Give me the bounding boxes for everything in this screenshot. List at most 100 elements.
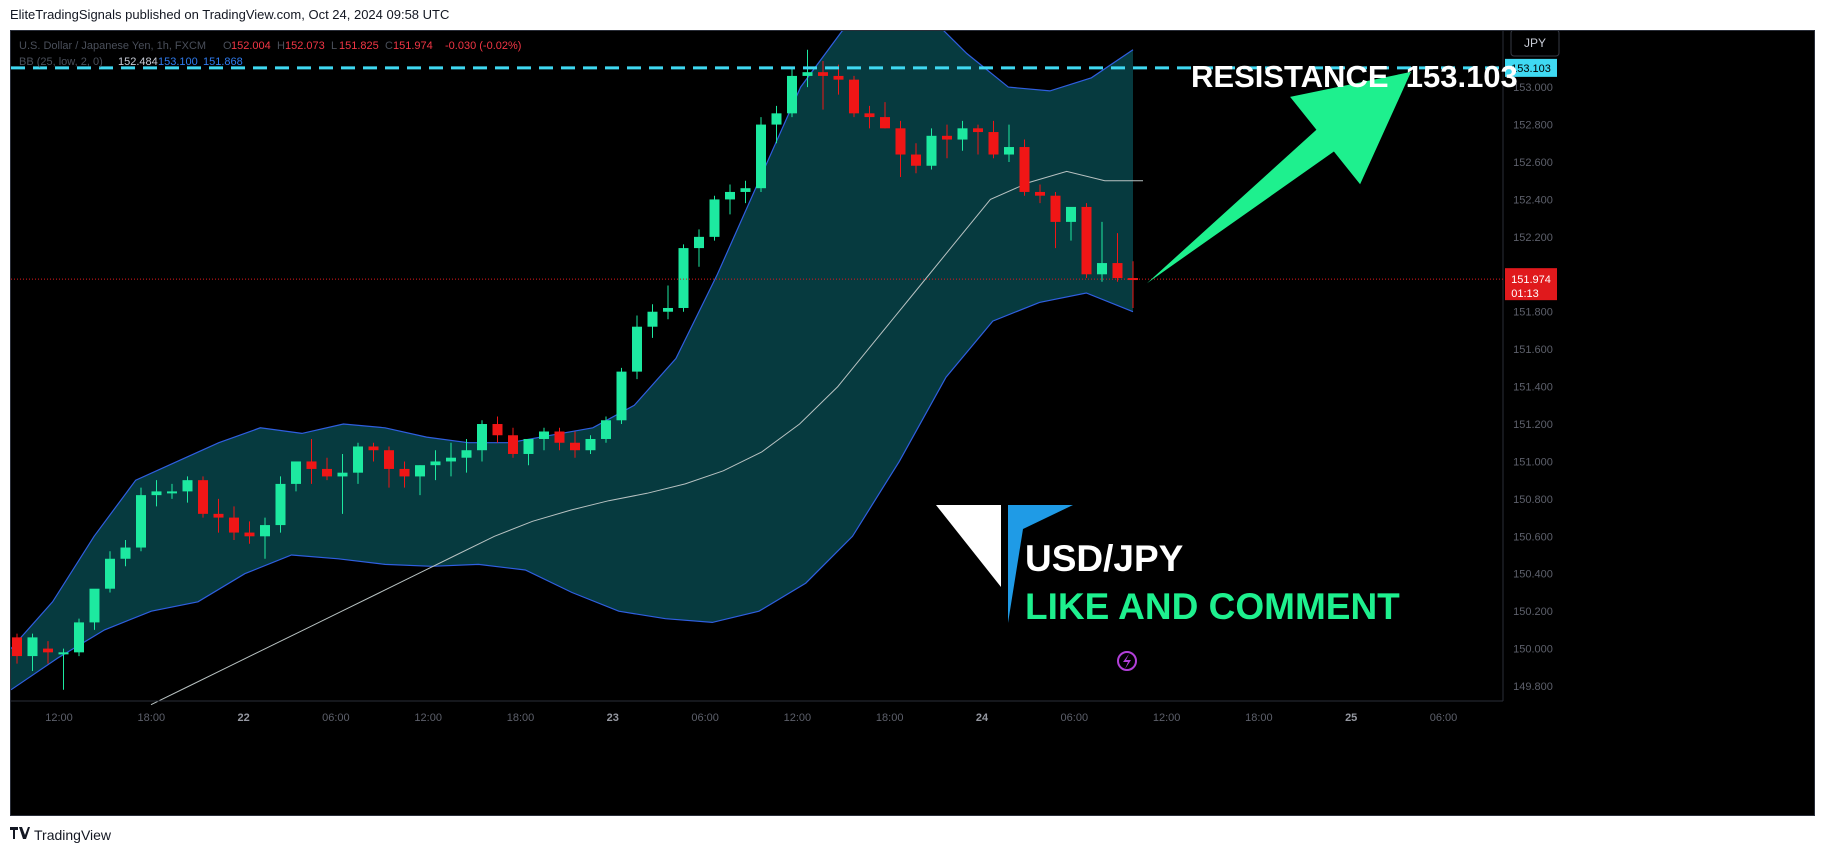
candle-up: [787, 75, 797, 114]
bb-basis-value: 152.484: [118, 56, 158, 68]
candle-down: [508, 435, 518, 454]
time-tick-label: 12:00: [1153, 712, 1181, 724]
lightning-badge-icon: [1117, 651, 1137, 671]
candle-down: [895, 128, 906, 155]
candle-down: [880, 117, 890, 129]
time-tick-label: 06:00: [322, 712, 350, 724]
candle-up: [632, 326, 642, 372]
bb-legend-label[interactable]: BB (25, low, 2, 0): [19, 56, 103, 68]
price-tick-label: 150.200: [1513, 606, 1553, 618]
resistance-annotation: RESISTANCE 153.103: [1191, 59, 1518, 94]
candle-up: [291, 461, 301, 484]
candle-up: [415, 465, 425, 477]
price-tick-label: 150.800: [1513, 494, 1553, 506]
price-tick-label: 151.400: [1513, 382, 1553, 394]
candle-down: [942, 135, 952, 140]
candle-up: [430, 461, 441, 466]
candle-down: [1081, 206, 1092, 275]
ohlc-value: 151.974: [393, 40, 433, 52]
bollinger-bands: [11, 31, 1143, 706]
time-tick-label: 06:00: [1430, 712, 1458, 724]
candle-down: [864, 113, 875, 118]
candle-up: [601, 420, 611, 439]
change-value: -0.030 (-0.02%): [445, 40, 521, 52]
ohlc-value: 152.004: [231, 40, 271, 52]
candle-down: [368, 446, 379, 451]
candle-up: [74, 622, 84, 653]
candle-up: [120, 547, 131, 559]
candle-up: [709, 199, 720, 237]
candle-down: [570, 442, 580, 451]
bb-lower-value: 151.868: [203, 56, 243, 68]
candle-down: [988, 132, 999, 155]
candle-down: [492, 424, 503, 436]
price-tick-label: 152.200: [1513, 232, 1553, 244]
time-tick-label: 18:00: [507, 712, 535, 724]
candle-up: [725, 191, 735, 200]
candle-down: [229, 517, 239, 533]
ohlc-value: 152.073: [285, 40, 325, 52]
candle-down: [198, 480, 208, 514]
ohlc-key: L: [331, 40, 337, 52]
published-caption: EliteTradingSignals published on Trading…: [10, 7, 450, 22]
ohlc-key: H: [277, 40, 285, 52]
resistance-price-tag: 153.103: [1505, 58, 1557, 77]
candle-down: [213, 513, 224, 518]
candlestick-chart[interactable]: 153.000 152.800 152.600 152.400 152.200 152.0…: [11, 31, 1815, 816]
ohlc-key: O: [223, 40, 232, 52]
candle-up: [663, 307, 673, 312]
currency-button[interactable]: [1510, 31, 1560, 57]
chart-pane[interactable]: 153.000 152.800 152.600 152.400 152.200 152.0…: [10, 30, 1815, 816]
candle-up: [523, 438, 534, 454]
lightning-badge-ring: [1117, 651, 1137, 671]
candle-up: [585, 438, 596, 451]
time-tick-label: 25: [1345, 712, 1357, 724]
candle-up: [694, 236, 704, 249]
bb-upper-value: 153.100: [158, 56, 198, 68]
price-tick-label: 149.800: [1513, 681, 1553, 693]
candle-up: [151, 491, 162, 496]
countdown-tag-label: 01:13: [1511, 288, 1539, 300]
time-tick-label: 22: [237, 712, 249, 724]
footer: TradingView: [10, 826, 111, 844]
time-tick-label: 06:00: [691, 712, 719, 724]
lower-band-line: [11, 292, 1134, 691]
symbol-legend[interactable]: U.S. Dollar / Japanese Yen, 1h, FXCM: [19, 40, 206, 52]
candle-up: [27, 637, 38, 657]
last-price-tag-bg: [1505, 268, 1557, 301]
candle-up: [1097, 263, 1107, 275]
candle-up: [539, 431, 549, 439]
candle-up: [260, 525, 270, 537]
candle-down: [399, 468, 410, 477]
candle-down: [833, 75, 844, 80]
time-tick-label: 24: [976, 712, 989, 724]
candles: [12, 49, 1138, 690]
candle-down: [43, 648, 53, 653]
footer-brand[interactable]: TradingView: [34, 827, 112, 843]
candle-up: [105, 558, 115, 589]
candle-up: [89, 588, 100, 623]
time-tick-label: 12:00: [784, 712, 812, 724]
candle-down: [322, 468, 332, 477]
time-tick-label: 18:00: [138, 712, 166, 724]
candle-down: [818, 72, 828, 76]
candle-up: [957, 128, 968, 140]
last-price-tag-label: 151.974: [1511, 274, 1551, 286]
lightning-glyph: [1123, 654, 1131, 669]
price-tick-label: 151.000: [1513, 456, 1553, 468]
up-arrow-icon: [1147, 71, 1411, 284]
price-tick-label: 152.800: [1513, 120, 1553, 132]
time-tick-label: 18:00: [1245, 712, 1273, 724]
candle-up: [353, 446, 363, 473]
ohlc-value: 151.825: [339, 40, 379, 52]
pair-annotation: USD/JPY: [1025, 538, 1184, 579]
candle-up: [926, 135, 937, 166]
price-tick-label: 151.200: [1513, 419, 1553, 431]
last-price-tag: 151.974 01:13: [1505, 268, 1557, 301]
time-axis[interactable]: 12:00 18:00 22 06:00 12:00 18:00 23 06:00 12:00 1…: [11, 700, 1503, 724]
price-tick-label: 152.600: [1513, 157, 1553, 169]
candle-up: [802, 72, 813, 76]
price-axis[interactable]: 153.000152.800152.600152.400152.200152.0…: [1502, 31, 1557, 701]
drawings: [11, 66, 1503, 671]
candle-up: [446, 457, 456, 462]
